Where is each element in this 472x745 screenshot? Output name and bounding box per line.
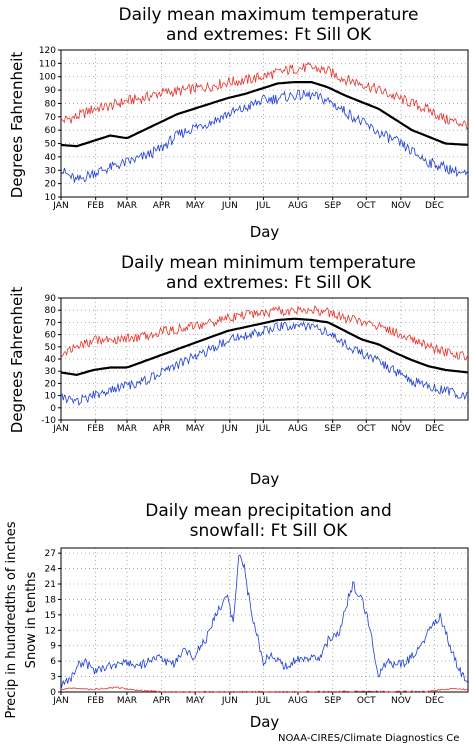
series-mean-line: [60, 80, 469, 148]
x-tick-label: NOV: [391, 201, 412, 211]
y-tick-label: 80: [45, 306, 57, 316]
chart-title-line: and extremes: Ft Sill OK: [166, 25, 372, 45]
x-tick-label: DEC: [425, 696, 444, 706]
x-tick-label: APR: [153, 696, 171, 706]
plot-frame: [60, 547, 469, 693]
y-tick-label: 60: [45, 126, 57, 136]
y-tick-label: 80: [45, 99, 57, 109]
x-tick-label: FEB: [87, 201, 104, 211]
x-tick-label: SEP: [324, 696, 341, 706]
x-tick-label: JAN: [52, 696, 68, 706]
x-tick-label: MAY: [186, 696, 205, 706]
gridlines: [60, 49, 468, 198]
y-tick-label: 100: [39, 73, 56, 83]
x-tick-label: MAR: [117, 424, 137, 434]
y-tick-label: 15: [45, 611, 56, 621]
y-axis-label: Precip in hundredths of inches: [4, 521, 19, 718]
y-tick-label: 30: [45, 166, 57, 176]
y-tick-label: 30: [45, 367, 57, 377]
y-tick-label: 50: [45, 343, 57, 353]
x-tick-label: MAR: [117, 696, 137, 706]
chart-title-line: Daily mean maximum temperature: [119, 5, 419, 25]
y-tick-label: 40: [45, 153, 57, 163]
plot-frame: [60, 49, 469, 198]
y-tick-label: 20: [45, 180, 57, 190]
y-tick-label: 21: [45, 580, 56, 590]
y-tick-label: 120: [39, 46, 56, 56]
x-tick-label: NOV: [391, 424, 412, 434]
series-max-extreme-line: [60, 61, 469, 130]
series-snow-line: [60, 686, 469, 693]
y-tick-label: 3: [50, 673, 56, 683]
x-tick-label: JAN: [52, 201, 68, 211]
x-tick-label: OCT: [357, 201, 376, 211]
x-tick-label: JUN: [221, 201, 238, 211]
y-tick-label: 50: [45, 140, 57, 150]
x-axis-label: Day: [250, 470, 280, 488]
x-tick-label: JUN: [221, 696, 238, 706]
x-tick-label: JAN: [52, 424, 68, 434]
x-axis-label: Day: [250, 223, 280, 241]
series-mean-line: [60, 317, 469, 377]
x-tick-label: MAY: [186, 424, 205, 434]
x-tick-label: OCT: [357, 424, 376, 434]
x-tick-label: MAY: [186, 201, 205, 211]
y-tick-label: 90: [45, 86, 57, 96]
y-tick-label: 0: [50, 404, 56, 414]
y-tick-label: 20: [45, 379, 57, 389]
y-tick-label: 70: [45, 318, 57, 328]
x-tick-label: FEB: [87, 424, 104, 434]
credit-text: NOAA-CIRES/Climate Diagnostics Ce: [278, 733, 459, 744]
y-tick-label: 6: [50, 657, 56, 667]
y-tick-label: -10: [41, 416, 56, 426]
y-tick-label: 27: [45, 549, 56, 559]
x-tick-label: NOV: [391, 696, 412, 706]
x-tick-label: OCT: [357, 696, 376, 706]
y-tick-label: 10: [45, 193, 57, 203]
x-tick-label: AUG: [288, 424, 308, 434]
x-tick-label: AUG: [288, 201, 308, 211]
x-tick-label: APR: [153, 201, 171, 211]
y-tick-label: 40: [45, 355, 57, 365]
y-axis-label: Snow in tenths: [24, 571, 39, 668]
x-tick-label: APR: [153, 424, 171, 434]
y-axis-label: Degrees Fahrenheit: [8, 287, 26, 434]
y-tick-label: 24: [45, 565, 57, 575]
x-axis-label: Day: [250, 713, 280, 731]
chart-title-line: and extremes: Ft Sill OK: [166, 273, 372, 293]
x-tick-label: AUG: [288, 696, 308, 706]
x-tick-label: SEP: [324, 424, 341, 434]
series-max-extreme-line: [60, 305, 469, 361]
x-tick-label: JUL: [255, 696, 270, 706]
y-tick-label: 0: [50, 688, 56, 698]
x-tick-label: DEC: [425, 424, 444, 434]
y-tick-label: 10: [45, 392, 57, 402]
x-tick-label: JUN: [221, 424, 238, 434]
y-tick-label: 18: [45, 595, 57, 605]
x-tick-label: FEB: [87, 696, 104, 706]
y-tick-label: 70: [45, 113, 57, 123]
y-tick-label: 9: [50, 642, 56, 652]
series-min-extreme-line: [60, 89, 469, 183]
chart-title-line: Daily mean minimum temperature: [121, 253, 416, 273]
y-tick-label: 90: [45, 294, 57, 304]
y-tick-label: 12: [45, 626, 56, 636]
series-min-extreme-line: [60, 320, 469, 407]
y-tick-label: 60: [45, 331, 57, 341]
y-tick-label: 110: [39, 59, 56, 69]
x-tick-label: SEP: [324, 201, 341, 211]
y-axis-label: Degrees Fahrenheit: [8, 52, 26, 199]
x-tick-label: MAR: [117, 201, 137, 211]
series-precip-line: [60, 554, 469, 691]
chart-title-line: snowfall: Ft Sill OK: [190, 521, 349, 541]
chart-title-line: Daily mean precipitation and: [145, 501, 392, 521]
x-tick-label: JUL: [255, 201, 270, 211]
gridlines: [60, 548, 468, 693]
x-tick-label: DEC: [425, 201, 444, 211]
x-tick-label: JUL: [255, 424, 270, 434]
